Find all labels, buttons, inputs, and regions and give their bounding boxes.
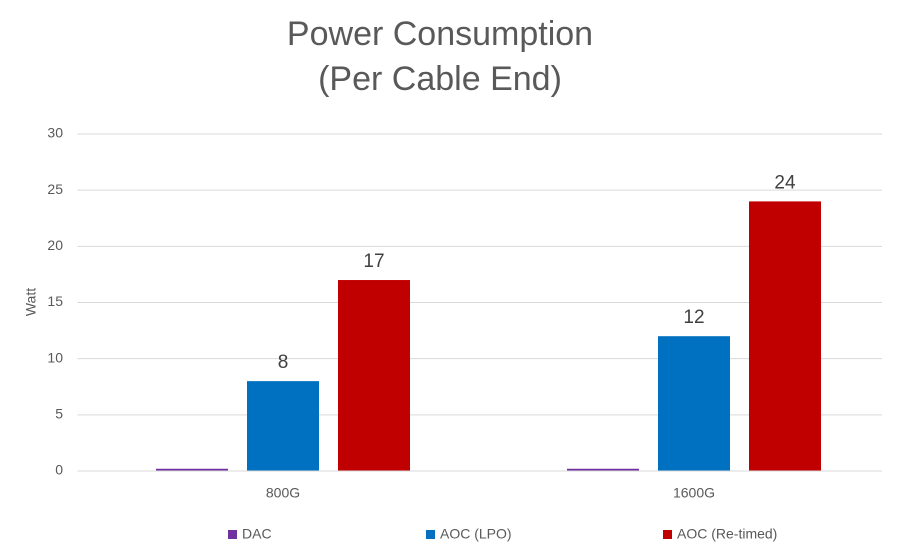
y-tick-label: 0: [55, 462, 63, 478]
legend-marker: [426, 530, 435, 539]
bar: [749, 201, 821, 471]
x-tick-label: 1600G: [673, 485, 715, 501]
legend-marker: [228, 530, 237, 539]
bar: [658, 336, 730, 471]
legend-label: AOC (Re-timed): [677, 526, 777, 542]
y-tick-label: 20: [47, 237, 63, 253]
y-tick-label: 5: [55, 406, 63, 422]
bar: [156, 468, 228, 471]
data-label: 24: [774, 172, 796, 193]
data-label: 12: [683, 307, 704, 328]
legend-label: DAC: [242, 526, 272, 542]
bar: [247, 381, 319, 471]
y-axis-label: Watt: [23, 288, 39, 316]
y-tick-label: 25: [47, 181, 63, 197]
bar: [567, 468, 639, 471]
y-tick-label: 10: [47, 349, 63, 365]
data-label: 17: [363, 251, 384, 272]
chart-subtitle: (Per Cable End): [318, 60, 562, 98]
bar: [338, 280, 410, 471]
legend-label: AOC (LPO): [440, 526, 512, 542]
y-tick-label: 30: [47, 125, 63, 141]
legend-marker: [663, 530, 672, 539]
x-tick-label: 800G: [266, 485, 300, 501]
data-label: 8: [278, 352, 289, 373]
chart-title: Power Consumption: [287, 15, 593, 53]
y-tick-label: 15: [47, 293, 63, 309]
